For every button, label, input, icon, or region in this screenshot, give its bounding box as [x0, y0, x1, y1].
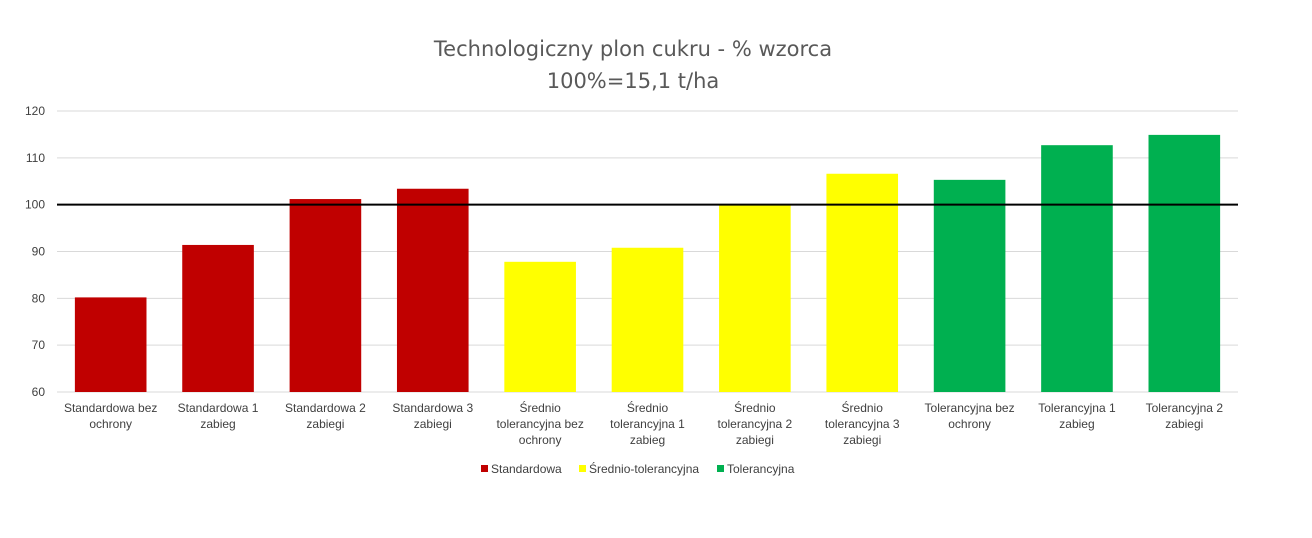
category-label: Średnio: [734, 400, 776, 415]
legend-label: Standardowa: [491, 462, 562, 476]
category-label: Średnio: [519, 400, 561, 415]
legend-swatch: [579, 465, 586, 472]
y-tick-label: 100: [25, 198, 45, 212]
y-tick-label: 80: [32, 291, 46, 305]
bar: [182, 244, 254, 392]
category-label: tolerancyjna bez: [496, 417, 583, 431]
bar: [504, 261, 576, 392]
category-label: zabiegi: [414, 417, 452, 431]
category-label: zabiegi: [306, 417, 344, 431]
category-label: Tolerancyjna 1: [1038, 401, 1116, 415]
y-tick-label: 120: [25, 104, 45, 118]
bar: [719, 205, 791, 392]
y-tick-label: 90: [32, 245, 46, 259]
bar: [1148, 134, 1221, 392]
bar: [396, 188, 469, 392]
bar: [74, 297, 147, 392]
category-label: Średnio: [842, 400, 884, 415]
y-tick-label: 110: [26, 151, 45, 165]
legend: Standardowa Średnio-tolerancyjna Tolerancy…: [481, 461, 795, 476]
category-label: tolerancyjna 1: [610, 417, 685, 431]
category-label: zabiegi: [1165, 417, 1203, 431]
category-label: Średnio: [627, 400, 669, 415]
y-tick-label: 70: [32, 338, 46, 352]
legend-label: Średnio-tolerancyjna: [589, 461, 699, 476]
category-label: Standardowa 2: [285, 401, 366, 415]
bars: [74, 134, 1221, 392]
bar: [826, 173, 899, 392]
chart-title: Technologiczny plon cukru - % wzorca: [433, 37, 832, 61]
category-label: ochrony: [948, 417, 991, 431]
category-label: zabieg: [1059, 417, 1094, 431]
chart-subtitle: 100%=15,1 t/ha: [547, 69, 720, 93]
bar: [1041, 145, 1113, 392]
bar: [933, 179, 1006, 392]
category-label: zabiegi: [843, 433, 881, 447]
category-label: Standardowa 1: [178, 401, 259, 415]
category-label: Tolerancyjna bez: [925, 401, 1015, 415]
category-label: ochrony: [519, 433, 562, 447]
category-label: Standardowa bez: [64, 401, 157, 415]
category-label: tolerancyjna 3: [825, 417, 900, 431]
y-tick-label: 60: [32, 385, 46, 399]
category-label: Tolerancyjna 2: [1146, 401, 1224, 415]
category-label: tolerancyjna 2: [718, 417, 793, 431]
x-axis-labels: Standardowa bez ochrony Standardowa 1 zabie…: [64, 400, 1223, 447]
y-axis-ticks: 60 70 80 90 100 110 120: [25, 104, 45, 399]
category-label: zabieg: [630, 433, 665, 447]
legend-label: Tolerancyjna: [727, 462, 795, 476]
bar: [611, 247, 684, 392]
bar: [289, 199, 362, 392]
category-label: zabieg: [200, 417, 235, 431]
legend-swatch: [717, 465, 724, 472]
category-label: ochrony: [89, 417, 132, 431]
category-label: zabiegi: [736, 433, 774, 447]
category-label: Standardowa 3: [392, 401, 473, 415]
legend-swatch: [481, 465, 488, 472]
